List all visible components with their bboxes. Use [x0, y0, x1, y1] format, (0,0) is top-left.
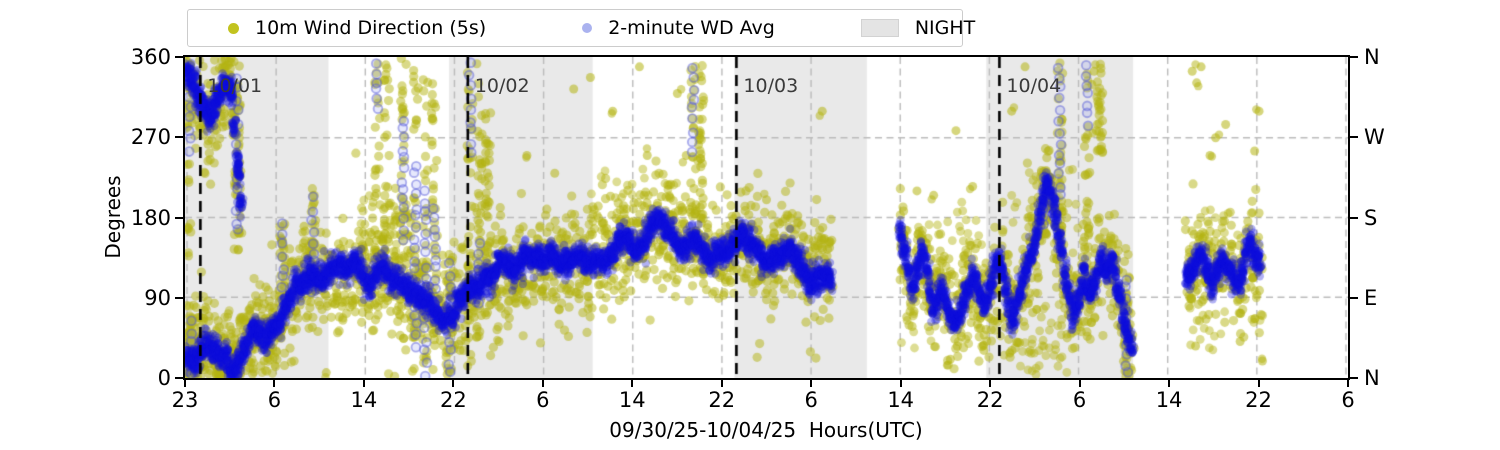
- x-tick-mark: [989, 380, 992, 387]
- x-tick-label: 14: [887, 388, 915, 412]
- y-tick-label-right: S: [1364, 205, 1378, 230]
- y-tick-label-right: W: [1364, 125, 1385, 150]
- x-tick-label: 6: [804, 388, 818, 412]
- y-axis-label: Degrees: [101, 175, 125, 259]
- x-tick-mark: [452, 380, 455, 387]
- x-tick-mark: [541, 380, 544, 387]
- y-tick-label-left: 90: [144, 285, 171, 310]
- y-tick-mark-left: [175, 296, 183, 299]
- legend-item-night: NIGHT: [775, 17, 975, 39]
- lightblue-dot-icon: [582, 23, 593, 33]
- scatter-canvas: [185, 57, 1348, 378]
- date-annotation: 10/01: [207, 75, 263, 97]
- date-annotation: 10/03: [743, 75, 799, 97]
- x-tick-label: 6: [536, 388, 550, 412]
- y-tick-mark-right: [1350, 377, 1358, 379]
- x-tick-mark: [1078, 380, 1081, 387]
- y-tick-mark-left: [175, 216, 183, 219]
- y-tick-label-left: 180: [130, 205, 171, 230]
- plot-area: [183, 55, 1350, 380]
- x-tick-label: 14: [350, 388, 378, 412]
- date-annotation: 10/02: [474, 75, 530, 97]
- x-tick-mark: [1257, 380, 1260, 387]
- y-tick-mark-left: [175, 377, 183, 379]
- y-tick-mark-right: [1350, 216, 1358, 219]
- y-tick-label-left: 0: [157, 366, 171, 390]
- x-tick-label: 23: [171, 388, 199, 412]
- y-tick-mark-right: [1350, 296, 1358, 299]
- y-tick-label-right: E: [1364, 285, 1378, 310]
- x-tick-label: 6: [267, 388, 282, 412]
- x-tick-mark: [899, 380, 902, 387]
- night-swatch-icon: [860, 19, 899, 37]
- legend-item-raw: 10m Wind Direction (5s): [206, 17, 486, 39]
- x-tick-label: 22: [708, 388, 736, 412]
- x-tick-mark: [362, 380, 365, 387]
- x-tick-label: 6: [1341, 388, 1355, 412]
- y-tick-label-right: N: [1364, 45, 1380, 69]
- x-tick-label: 14: [1155, 388, 1183, 412]
- y-tick-mark-left: [175, 136, 183, 139]
- legend: 10m Wind Direction (5s) 2-minute WD Avg …: [187, 9, 975, 47]
- x-tick-label: 6: [1072, 388, 1087, 412]
- legend-label-avg: 2-minute WD Avg: [608, 17, 775, 39]
- x-tick-mark: [184, 380, 186, 387]
- y-tick-mark-left: [175, 56, 183, 58]
- x-tick-label: 22: [440, 388, 467, 412]
- legend-label-night: NIGHT: [914, 17, 976, 39]
- y-tick-mark-right: [1350, 56, 1358, 58]
- y-tick-label-left: 360: [130, 45, 171, 69]
- x-tick-label: 14: [618, 388, 646, 412]
- y-tick-label-left: 270: [130, 125, 171, 150]
- x-tick-mark: [720, 380, 723, 387]
- y-tick-mark-right: [1350, 136, 1358, 139]
- legend-label-raw: 10m Wind Direction (5s): [255, 17, 487, 39]
- x-tick-mark: [1347, 380, 1349, 387]
- date-annotation: 10/04: [1006, 75, 1062, 97]
- yellow-dot-icon: [228, 22, 239, 34]
- x-tick-mark: [810, 380, 813, 387]
- legend-item-avg: 2-minute WD Avg: [486, 17, 775, 39]
- x-tick-mark: [273, 380, 276, 387]
- x-axis-label: 09/30/25-10/04/25 Hours(UTC): [609, 418, 923, 442]
- x-tick-label: 22: [1245, 388, 1272, 412]
- y-tick-label-right: N: [1364, 366, 1380, 390]
- x-tick-mark: [1168, 380, 1171, 387]
- x-tick-mark: [631, 380, 634, 387]
- x-tick-label: 22: [976, 388, 1004, 412]
